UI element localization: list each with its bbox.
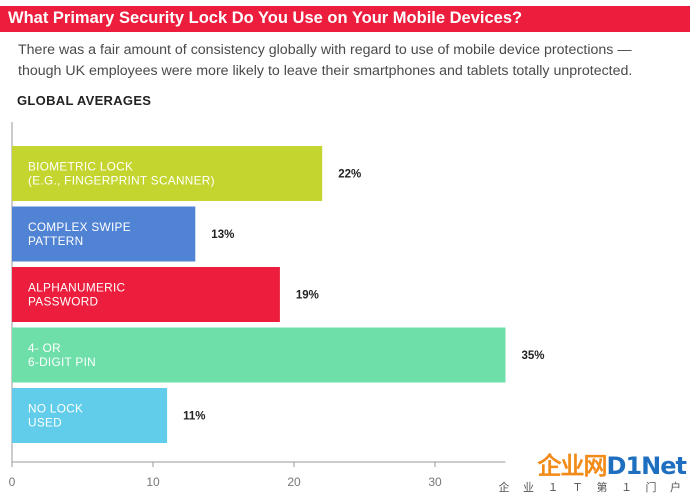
bar-value-label: 19% (296, 290, 319, 302)
subtitle-line-2: though UK employees were more likely to … (18, 63, 633, 79)
bar (12, 146, 323, 201)
x-tick-label: 20 (287, 475, 301, 489)
bar-value-label: 11% (183, 411, 205, 423)
bar-category-label: USED (28, 416, 62, 430)
chart-subtitle: There was a fair amount of consistency g… (18, 40, 678, 82)
x-tick-label: 10 (146, 475, 160, 489)
bar-value-label: 22% (338, 169, 361, 181)
bar-category-label: PATTERN (28, 234, 83, 248)
x-tick-label: 0 (9, 475, 16, 489)
title-bar: What Primary Security Lock Do You Use on… (0, 6, 690, 32)
bar-value-label: 35% (522, 350, 545, 362)
bar-category-label: NO LOCK (28, 402, 83, 416)
bar-category-label: 6-DIGIT PIN (28, 355, 96, 369)
bar-category-label: COMPLEX SWIPE (28, 220, 131, 234)
bar-value-label: 13% (211, 229, 234, 241)
bar-category-label: BIOMETRIC LOCK (28, 160, 133, 174)
bar-category-label: PASSWORD (28, 295, 98, 309)
bar (12, 206, 196, 262)
bar (12, 267, 280, 322)
bar-category-label: 4- OR (28, 341, 61, 355)
chart-title: What Primary Security Lock Do You Use on… (8, 9, 523, 27)
bar (12, 327, 506, 383)
bar (12, 388, 168, 443)
subtitle-line-1: There was a fair amount of consistency g… (18, 42, 632, 58)
section-label: GLOBAL AVERAGES (17, 93, 152, 108)
bar-category-label: (E.G., FINGERPRINT SCANNER) (28, 174, 215, 188)
x-tick-label: 30 (428, 475, 442, 489)
bar-category-label: ALPHANUMERIC (28, 281, 126, 295)
